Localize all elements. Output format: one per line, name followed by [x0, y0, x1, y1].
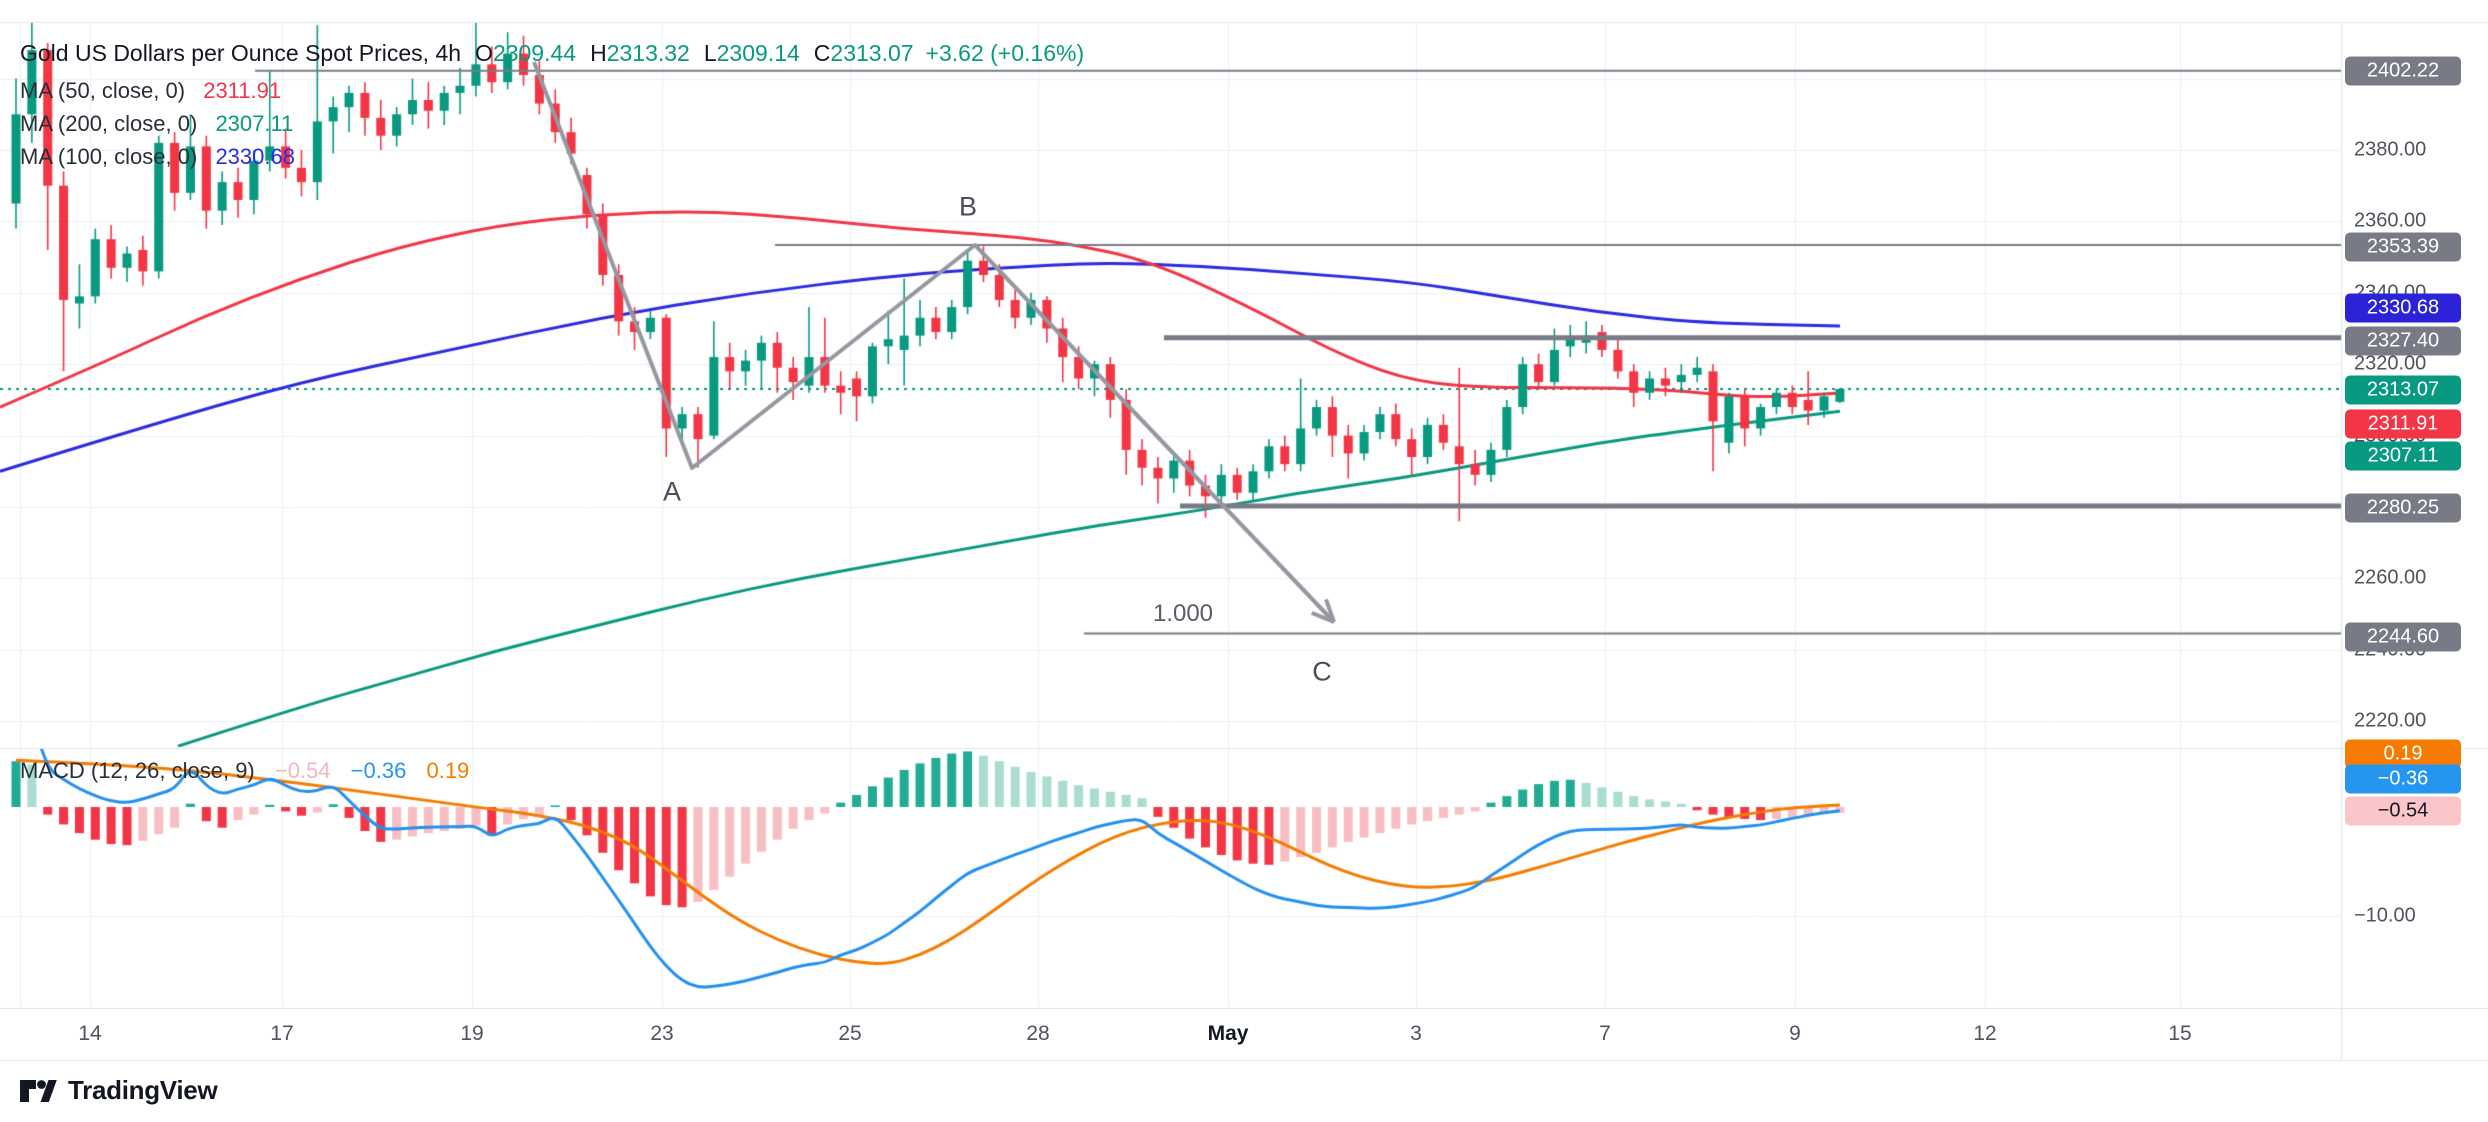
wave-label-a: A: [662, 476, 682, 507]
price-tick-label: 2220.00: [2354, 709, 2427, 732]
price-axis-badge: 2244.60: [2345, 622, 2461, 652]
price-axis-badge: 2402.22: [2345, 56, 2461, 86]
time-axis-label: 15: [2168, 1022, 2192, 1045]
ma50-label: MA (50, close, 0): [20, 78, 186, 103]
price-axis-badge: 2280.25: [2345, 493, 2461, 523]
price-axis-badge: 2313.07: [2345, 375, 2461, 405]
ma200-label: MA (200, close, 0): [20, 111, 198, 136]
time-axis-label: 12: [1973, 1022, 1997, 1045]
symbol-legend-row[interactable]: Gold US Dollars per Ounce Spot Prices, 4…: [20, 40, 1084, 67]
price-axis-badge: 2307.11: [2345, 441, 2461, 471]
high-label: H: [590, 40, 607, 66]
open-label: O: [475, 40, 493, 66]
wave-label-c: C: [1312, 656, 1332, 687]
close-label: C: [813, 40, 831, 66]
low-value: 2309.14: [716, 40, 800, 66]
price-axis-badge: 2330.68: [2345, 293, 2461, 323]
macd-axis-badge: 0.19: [2345, 739, 2461, 769]
time-axis-label: May: [1207, 1022, 1249, 1045]
ma50-value: 2311.91: [203, 78, 282, 103]
wave-label-b: B: [958, 191, 978, 222]
macd-hist-value: −0.54: [274, 758, 331, 783]
low-label: L: [703, 40, 717, 66]
indicator-legend-ma200[interactable]: MA (200, close, 0) 2307.11: [20, 111, 293, 137]
time-axis-label: 17: [270, 1022, 294, 1045]
high-value: 2313.32: [606, 40, 690, 66]
macd-signal-value: 0.19: [426, 758, 470, 783]
time-axis-label: 3: [1410, 1022, 1422, 1045]
ma100-value: 2330.68: [215, 144, 295, 169]
time-axis-label: 19: [460, 1022, 484, 1045]
tradingview-logo-text: TradingView: [68, 1075, 218, 1105]
time-axis-label: 9: [1789, 1022, 1801, 1045]
time-axis-label: 25: [838, 1022, 862, 1045]
ma100-label: MA (100, close, 0): [20, 144, 198, 169]
macd-axis-badge: −0.36: [2345, 764, 2461, 794]
indicator-legend-ma100[interactable]: MA (100, close, 0) 2330.68: [20, 144, 295, 170]
tradingview-logo-link[interactable]: TradingView: [20, 1075, 218, 1106]
price-tick-label: 2260.00: [2354, 566, 2427, 589]
price-tick-label: 2320.00: [2354, 352, 2427, 375]
price-tick-label: 2360.00: [2354, 209, 2427, 232]
time-axis-label: 14: [78, 1022, 102, 1045]
price-tick-label: 2380.00: [2354, 138, 2427, 161]
price-axis-badge: 2353.39: [2345, 232, 2461, 262]
indicator-legend-ma50[interactable]: MA (50, close, 0) 2311.91: [20, 78, 281, 104]
open-value: 2309.44: [492, 40, 577, 66]
indicator-legend-macd[interactable]: MACD (12, 26, close, 9) −0.54 −0.36 0.19: [20, 758, 469, 784]
time-axis-label: 7: [1599, 1022, 1611, 1045]
macd-tick-label: −10.00: [2354, 904, 2416, 927]
price-axis-badge: 2327.40: [2345, 326, 2461, 356]
macd-line-value: −0.36: [350, 758, 407, 783]
ma200-value: 2307.11: [215, 111, 294, 136]
tradingview-logo-icon: [20, 1079, 57, 1102]
fib-extension-label: 1.000: [1152, 600, 1214, 627]
symbol-title: Gold US Dollars per Ounce Spot Prices, 4…: [20, 40, 462, 66]
footer-bar: TradingView: [0, 1061, 2488, 1122]
macd-axis-badge: −0.54: [2345, 796, 2461, 826]
close-value: 2313.07: [830, 40, 914, 66]
macd-label: MACD (12, 26, close, 9): [20, 758, 255, 783]
price-axis-badge: 2311.91: [2345, 409, 2461, 439]
time-axis-label: 23: [650, 1022, 674, 1045]
time-axis-label: 28: [1026, 1022, 1050, 1045]
change-value: +3.62 (+0.16%): [925, 40, 1085, 66]
